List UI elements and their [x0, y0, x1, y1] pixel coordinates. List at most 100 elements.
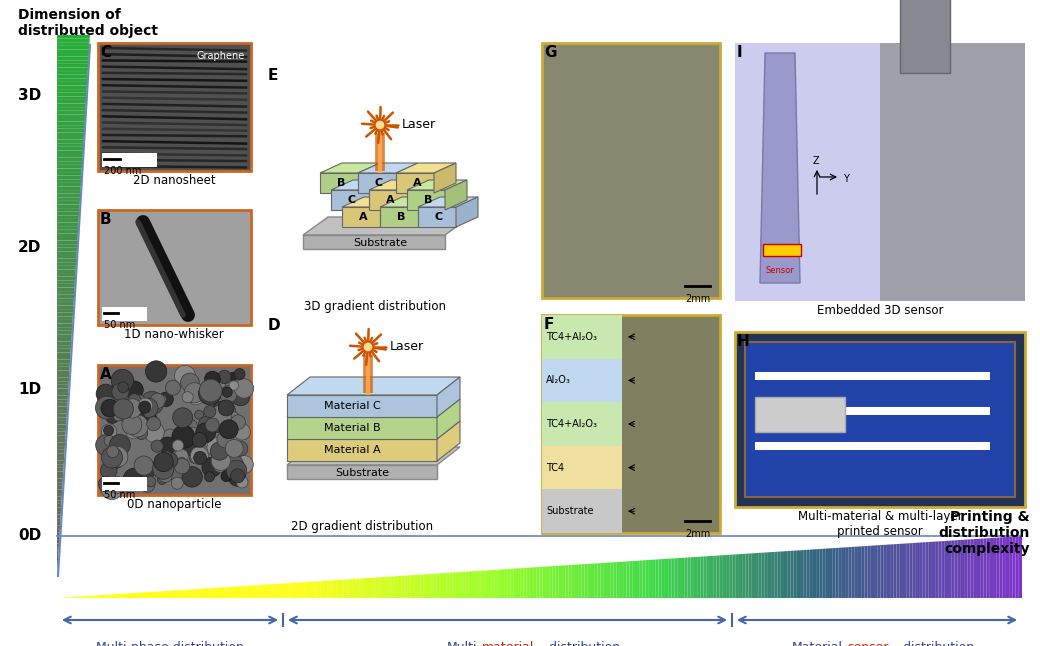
- Polygon shape: [771, 552, 775, 598]
- Text: 2D gradient distribution: 2D gradient distribution: [291, 520, 433, 533]
- Text: Substrate: Substrate: [353, 238, 407, 248]
- Polygon shape: [739, 554, 743, 598]
- Circle shape: [214, 408, 228, 422]
- Bar: [755, 372, 990, 380]
- Text: B: B: [100, 212, 111, 227]
- Polygon shape: [346, 579, 349, 598]
- Polygon shape: [358, 163, 418, 173]
- Polygon shape: [57, 226, 78, 230]
- Polygon shape: [420, 574, 423, 598]
- Circle shape: [231, 415, 245, 430]
- Polygon shape: [57, 298, 74, 302]
- Polygon shape: [379, 577, 382, 598]
- Text: 2mm: 2mm: [685, 529, 710, 539]
- Polygon shape: [128, 593, 131, 598]
- Polygon shape: [57, 100, 86, 103]
- Bar: [542, 315, 622, 359]
- Circle shape: [144, 422, 164, 443]
- Polygon shape: [57, 327, 72, 331]
- Polygon shape: [328, 581, 331, 598]
- Bar: [755, 407, 990, 415]
- Polygon shape: [784, 551, 787, 598]
- Polygon shape: [768, 552, 771, 598]
- Polygon shape: [57, 403, 68, 406]
- Polygon shape: [649, 560, 652, 598]
- Polygon shape: [790, 550, 794, 598]
- Text: 200 nm: 200 nm: [104, 166, 141, 176]
- Circle shape: [118, 382, 129, 393]
- Polygon shape: [388, 576, 391, 598]
- Circle shape: [213, 459, 227, 472]
- Circle shape: [210, 405, 231, 427]
- Polygon shape: [629, 561, 632, 598]
- Polygon shape: [160, 591, 163, 598]
- Polygon shape: [713, 556, 717, 598]
- Circle shape: [205, 418, 219, 432]
- Polygon shape: [405, 576, 408, 598]
- Polygon shape: [122, 594, 125, 598]
- Circle shape: [138, 398, 153, 413]
- Polygon shape: [363, 578, 366, 598]
- Circle shape: [205, 388, 217, 400]
- Polygon shape: [57, 352, 71, 356]
- Polygon shape: [803, 550, 806, 598]
- Text: Multi-: Multi-: [447, 641, 482, 646]
- Polygon shape: [488, 570, 491, 598]
- Circle shape: [138, 461, 156, 478]
- Polygon shape: [57, 158, 82, 162]
- Polygon shape: [57, 367, 70, 370]
- Circle shape: [235, 455, 254, 474]
- Polygon shape: [257, 585, 260, 598]
- Polygon shape: [781, 551, 784, 598]
- Polygon shape: [57, 335, 72, 338]
- Polygon shape: [456, 197, 478, 227]
- Polygon shape: [57, 497, 61, 500]
- Circle shape: [234, 369, 245, 379]
- Circle shape: [111, 370, 134, 392]
- Circle shape: [209, 440, 228, 457]
- Polygon shape: [543, 567, 546, 598]
- Circle shape: [104, 435, 114, 446]
- Polygon shape: [57, 57, 88, 60]
- Polygon shape: [449, 572, 452, 598]
- Polygon shape: [192, 589, 196, 598]
- Text: F: F: [544, 317, 554, 332]
- Polygon shape: [643, 560, 646, 598]
- Circle shape: [113, 399, 133, 419]
- Polygon shape: [57, 114, 85, 118]
- Polygon shape: [57, 370, 70, 374]
- Circle shape: [140, 391, 163, 415]
- Circle shape: [219, 422, 231, 433]
- Polygon shape: [57, 338, 72, 342]
- Polygon shape: [211, 588, 214, 598]
- Polygon shape: [366, 578, 369, 598]
- Bar: [745, 342, 1015, 497]
- Circle shape: [190, 446, 208, 464]
- Polygon shape: [534, 567, 537, 598]
- Polygon shape: [658, 559, 661, 598]
- Polygon shape: [640, 560, 643, 598]
- Polygon shape: [57, 39, 89, 42]
- Polygon shape: [57, 169, 82, 172]
- Polygon shape: [105, 595, 108, 598]
- Polygon shape: [681, 557, 684, 598]
- Polygon shape: [57, 413, 67, 417]
- Polygon shape: [743, 554, 746, 598]
- Polygon shape: [269, 584, 272, 598]
- Polygon shape: [491, 570, 494, 598]
- Circle shape: [159, 392, 174, 406]
- Polygon shape: [57, 118, 85, 121]
- Circle shape: [112, 383, 129, 401]
- Bar: [880, 43, 1025, 301]
- Circle shape: [199, 417, 213, 430]
- Polygon shape: [832, 548, 835, 598]
- Polygon shape: [916, 543, 919, 598]
- Polygon shape: [452, 572, 456, 598]
- Circle shape: [173, 408, 192, 428]
- Polygon shape: [57, 457, 64, 461]
- Polygon shape: [331, 580, 334, 598]
- Polygon shape: [597, 563, 601, 598]
- Polygon shape: [57, 35, 90, 39]
- Polygon shape: [806, 550, 810, 598]
- Polygon shape: [967, 539, 970, 598]
